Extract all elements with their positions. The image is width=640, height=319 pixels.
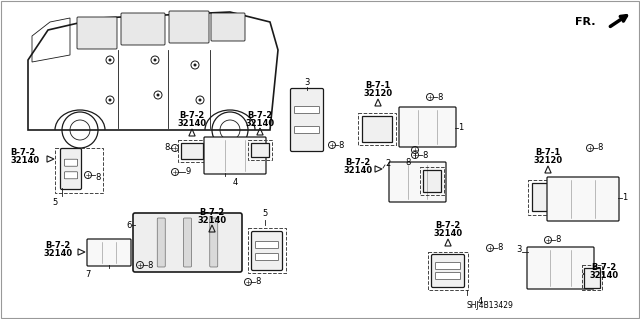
FancyBboxPatch shape [255,241,278,249]
FancyBboxPatch shape [294,107,319,114]
Text: 8: 8 [255,278,260,286]
Text: 8: 8 [597,144,602,152]
Text: B-7-1: B-7-1 [536,148,561,157]
FancyBboxPatch shape [77,17,117,49]
Circle shape [198,99,202,101]
Bar [420,167,444,195]
Text: 5: 5 [52,198,58,207]
Text: 8: 8 [405,158,411,167]
Text: 32140: 32140 [344,166,372,175]
FancyBboxPatch shape [121,13,165,45]
Text: 32140: 32140 [197,216,227,225]
Text: SHJ4B13429: SHJ4B13429 [467,301,513,310]
Circle shape [109,58,111,62]
FancyBboxPatch shape [431,255,465,287]
Text: B-7-2: B-7-2 [435,221,461,230]
Text: 6: 6 [127,220,132,229]
Text: 8: 8 [95,174,100,182]
FancyBboxPatch shape [435,272,461,279]
FancyBboxPatch shape [157,218,165,267]
Text: 9: 9 [185,167,190,176]
Bar [584,268,600,288]
FancyBboxPatch shape [133,213,242,272]
FancyBboxPatch shape [87,239,131,266]
Text: 1: 1 [458,123,463,132]
Bar [248,140,272,160]
Bar [251,143,269,157]
Text: 8: 8 [555,235,561,244]
Text: 32120: 32120 [533,156,563,165]
Text: 8: 8 [338,140,344,150]
Circle shape [157,93,159,97]
Bar [358,113,396,145]
FancyBboxPatch shape [211,13,245,41]
Text: 1: 1 [622,194,627,203]
Text: B-7-2: B-7-2 [10,148,35,157]
Bar [181,143,203,159]
FancyBboxPatch shape [547,177,619,221]
Text: B-7-2: B-7-2 [179,111,205,120]
Text: 32140: 32140 [177,119,207,128]
Bar [428,252,468,290]
Text: 8: 8 [497,243,502,253]
Bar [362,116,392,142]
FancyBboxPatch shape [252,232,282,271]
FancyBboxPatch shape [389,162,446,202]
FancyBboxPatch shape [399,107,456,147]
FancyBboxPatch shape [65,159,77,166]
Text: B-7-1: B-7-1 [365,81,390,90]
FancyBboxPatch shape [255,254,278,261]
Text: 4: 4 [477,297,483,306]
FancyBboxPatch shape [294,127,319,133]
Text: 3: 3 [516,246,522,255]
Text: 2: 2 [385,159,390,167]
Bar [248,228,286,273]
Text: 7: 7 [85,270,91,279]
Text: B-7-2: B-7-2 [248,111,273,120]
Text: 8: 8 [422,151,428,160]
FancyBboxPatch shape [169,11,209,43]
Text: 32140: 32140 [44,249,72,258]
Bar [582,265,602,290]
Text: B-7-2: B-7-2 [45,241,70,250]
Text: B-7-2: B-7-2 [200,208,225,217]
Text: 32140: 32140 [10,156,39,165]
Text: 4: 4 [232,178,237,187]
FancyBboxPatch shape [184,218,191,267]
Text: B-7-2: B-7-2 [346,158,371,167]
Text: 32140: 32140 [589,271,619,280]
Bar [55,148,103,193]
Text: FR.: FR. [575,17,596,27]
Text: 3: 3 [304,78,310,87]
Circle shape [154,58,157,62]
Text: 5: 5 [262,209,268,218]
FancyBboxPatch shape [65,172,77,179]
Bar [532,183,562,211]
Text: 8: 8 [437,93,442,101]
Text: 8: 8 [164,144,170,152]
Circle shape [193,63,196,66]
Text: 32140: 32140 [433,229,463,238]
Bar [178,140,206,162]
FancyBboxPatch shape [210,218,218,267]
Circle shape [109,99,111,101]
Bar [423,170,441,192]
Text: 32140: 32140 [245,119,275,128]
FancyBboxPatch shape [61,149,81,189]
FancyBboxPatch shape [527,247,594,289]
Bar [528,180,566,215]
Text: B-7-2: B-7-2 [591,263,616,272]
Text: 32120: 32120 [364,89,392,98]
FancyBboxPatch shape [435,263,461,270]
FancyBboxPatch shape [204,137,266,174]
FancyBboxPatch shape [291,88,323,152]
Text: 8: 8 [147,261,152,270]
